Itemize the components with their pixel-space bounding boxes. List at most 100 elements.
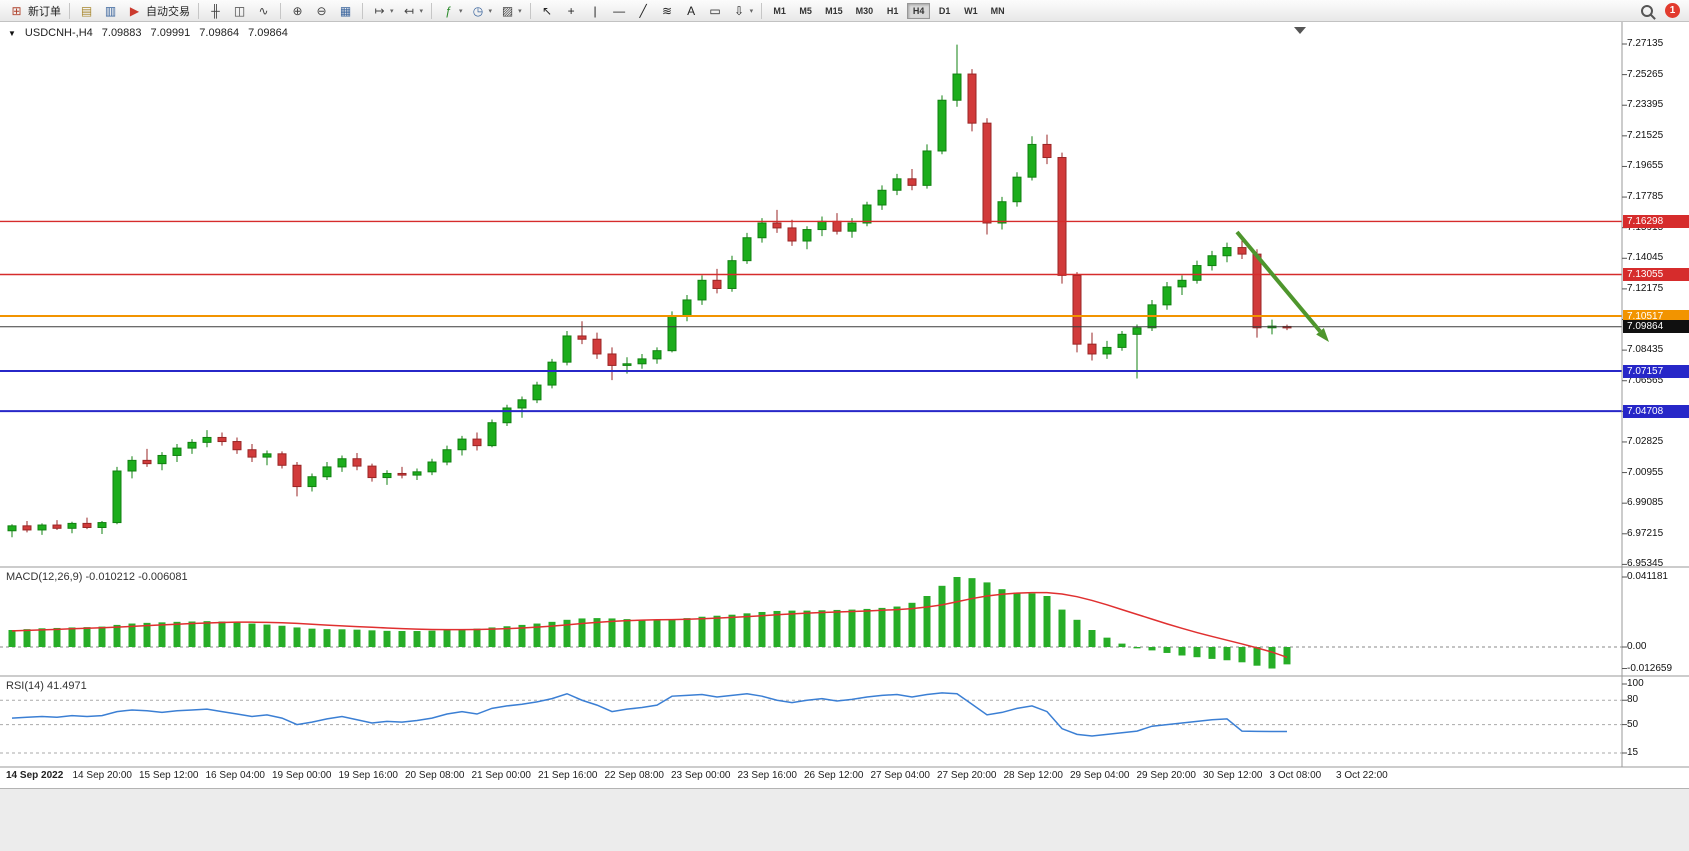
ohlc-low: 7.09864 bbox=[199, 27, 240, 39]
line-chart-icon: ∿ bbox=[258, 3, 269, 18]
auto-scroll-button[interactable]: ↦ ▾ bbox=[368, 2, 397, 20]
time-axis-label: 14 Sep 2022 bbox=[6, 770, 64, 781]
chevron-down-icon: ▾ bbox=[390, 7, 394, 15]
trendline-icon: ╱ bbox=[639, 3, 647, 18]
autotrading-button[interactable]: ▶ 自动交易 bbox=[123, 2, 193, 20]
fibonacci-icon: ≋ bbox=[662, 3, 673, 18]
chart-title: ▼ USDCNH-,H4 7.09883 7.09991 7.09864 7.0… bbox=[8, 27, 288, 39]
arrows-button[interactable]: ⇩ ▾ bbox=[728, 2, 757, 20]
timeframe-m5-button[interactable]: M5 bbox=[799, 5, 812, 16]
text-label-icon: ▭ bbox=[709, 3, 721, 18]
price-tick-label: 7.23395 bbox=[1627, 99, 1664, 111]
templates-button[interactable]: ▨ ▾ bbox=[496, 2, 525, 20]
toolbar-separator bbox=[431, 2, 433, 19]
autotrading-icon: ▶ bbox=[129, 3, 140, 18]
search-icon bbox=[1641, 4, 1653, 17]
rsi-label: RSI(14) 41.4971 bbox=[6, 680, 87, 692]
clock-icon: ◷ bbox=[472, 3, 484, 18]
chart-symbol: USDCNH-,H4 bbox=[24, 27, 93, 39]
timeframe-m1-button[interactable]: M1 bbox=[773, 5, 786, 16]
zoom-in-button[interactable]: ⊕ bbox=[286, 2, 309, 20]
macd-indicator-values: -0.010212 -0.006081 bbox=[85, 571, 188, 583]
time-axis-label: 22 Sep 08:00 bbox=[604, 770, 665, 781]
timeframe-w1-button[interactable]: W1 bbox=[964, 5, 978, 16]
cursor-button[interactable]: ↖ bbox=[536, 2, 559, 20]
price-tick-label: 7.27135 bbox=[1627, 38, 1664, 49]
timeframe-m30-button[interactable]: M30 bbox=[855, 5, 874, 16]
timeframe-d1-button[interactable]: D1 bbox=[938, 5, 951, 16]
timeframe-m15-button[interactable]: M15 bbox=[825, 5, 843, 16]
profiles-icon: ▥ bbox=[104, 3, 117, 18]
time-axis-label: 19 Sep 00:00 bbox=[272, 770, 332, 781]
vertical-line-button[interactable]: | bbox=[584, 2, 607, 20]
price-tick-label: 7.02825 bbox=[1627, 435, 1664, 447]
chart-shift-icon: ↤ bbox=[403, 3, 415, 18]
ohlc-open: 7.09883 bbox=[101, 27, 142, 39]
price-tick-label: 7.00955 bbox=[1627, 466, 1664, 478]
one-click-trading-toggle[interactable]: ▼ bbox=[8, 28, 16, 38]
chevron-down-icon: ▾ bbox=[488, 7, 493, 15]
price-tick-label: 6.97215 bbox=[1627, 527, 1664, 539]
price-tick-label: 6.95345 bbox=[1627, 558, 1664, 570]
macd-label: MACD(12,26,9) -0.010212 -0.006081 bbox=[6, 571, 188, 583]
timeframe-h4-button[interactable]: H4 bbox=[907, 2, 931, 19]
indicators-button[interactable]: ƒ ▾ bbox=[437, 2, 466, 20]
notification-badge[interactable]: 1 bbox=[1665, 3, 1680, 18]
crosshair-button[interactable]: + bbox=[560, 2, 583, 20]
rsi-scale-label: 100 bbox=[1627, 678, 1644, 689]
horizontal-line-button[interactable]: — bbox=[608, 2, 631, 20]
text-label-button[interactable]: ▭ bbox=[704, 2, 727, 20]
chart-shift-button[interactable]: ↤ ▾ bbox=[398, 2, 427, 20]
status-strip bbox=[0, 788, 1689, 851]
price-tick-label: 6.99085 bbox=[1627, 497, 1664, 509]
price-line-badge: 7.07157 bbox=[1623, 364, 1689, 378]
timeframe-mn-button[interactable]: MN bbox=[990, 5, 1005, 16]
text-icon: A bbox=[687, 3, 696, 18]
text-button[interactable]: A bbox=[680, 2, 703, 20]
fibonacci-button[interactable]: ≋ bbox=[656, 2, 679, 20]
vertical-line-icon: | bbox=[593, 3, 597, 18]
time-axis-label: 16 Sep 04:00 bbox=[205, 770, 266, 781]
price-line-badge: 7.16298 bbox=[1623, 214, 1689, 228]
trendline-button[interactable]: ╱ bbox=[632, 2, 655, 20]
chevron-down-icon: ▾ bbox=[518, 7, 522, 15]
price-line-badge: 7.10517 bbox=[1623, 309, 1689, 323]
rsi-scale-label: 15 bbox=[1627, 747, 1639, 758]
new-order-button-label: 新订单 bbox=[28, 5, 61, 18]
tile-windows-icon: ▦ bbox=[339, 3, 352, 18]
macd-indicator-name: MACD(12,26,9) bbox=[6, 571, 83, 583]
chart-canvas[interactable] bbox=[0, 22, 1689, 850]
zoom-in-icon: ⊕ bbox=[292, 3, 303, 18]
arrow-tools-icon: ⇩ bbox=[734, 3, 745, 18]
candlestick-chart-button[interactable]: ◫ bbox=[228, 2, 251, 20]
search-button[interactable] bbox=[1638, 4, 1664, 18]
time-axis-label: 3 Oct 08:00 bbox=[1269, 770, 1322, 781]
new-chart-icon: ▤ bbox=[80, 3, 93, 18]
toolbar-separator bbox=[280, 2, 281, 19]
price-tick-label: 7.25265 bbox=[1627, 68, 1664, 80]
profiles-button[interactable]: ▥ bbox=[99, 2, 122, 20]
horizontal-line-icon: — bbox=[613, 3, 626, 18]
price-tick-label: 7.08435 bbox=[1627, 344, 1664, 356]
timeframe-h1-button[interactable]: H1 bbox=[886, 5, 899, 16]
zoom-out-button[interactable]: ⊖ bbox=[310, 2, 333, 20]
macd-scale-label: -0.012659 bbox=[1627, 662, 1673, 674]
autotrading-button-label: 自动交易 bbox=[146, 5, 190, 18]
price-tick-label: 7.17785 bbox=[1627, 191, 1664, 203]
current-price-badge: 7.09864 bbox=[1623, 320, 1689, 334]
toolbar-separator bbox=[198, 2, 199, 19]
bar-chart-button[interactable]: ╫ bbox=[204, 2, 227, 20]
time-axis-label: 14 Sep 20:00 bbox=[72, 770, 133, 781]
periods-button[interactable]: ◷ ▾ bbox=[467, 2, 496, 20]
time-axis-label: 23 Sep 00:00 bbox=[671, 770, 731, 781]
toolbar: ⊞ 新订单 ▤ ▥ ▶ 自动交易 ╫ ◫ ∿ ⊕ ⊖ ▦ ↦ ▾ ↤ ▾ ƒ ▾ ◷ ▾ ▨ ▾ ↖ + | — ╱ ≋ A ▭ ⇩ ▾ M1 M… bbox=[0, 0, 1689, 22]
time-axis-label: 20 Sep 08:00 bbox=[405, 770, 465, 781]
indicators-icon: ƒ bbox=[445, 3, 452, 18]
toolbar-separator bbox=[69, 2, 70, 19]
price-line-badge: 7.04708 bbox=[1623, 404, 1689, 418]
line-chart-button[interactable]: ∿ bbox=[252, 2, 275, 20]
new-order-button[interactable]: ⊞ 新订单 bbox=[5, 2, 64, 20]
time-axis-label: 29 Sep 04:00 bbox=[1070, 770, 1130, 781]
new-chart-button[interactable]: ▤ bbox=[75, 2, 98, 20]
tile-windows-button[interactable]: ▦ bbox=[334, 2, 357, 20]
